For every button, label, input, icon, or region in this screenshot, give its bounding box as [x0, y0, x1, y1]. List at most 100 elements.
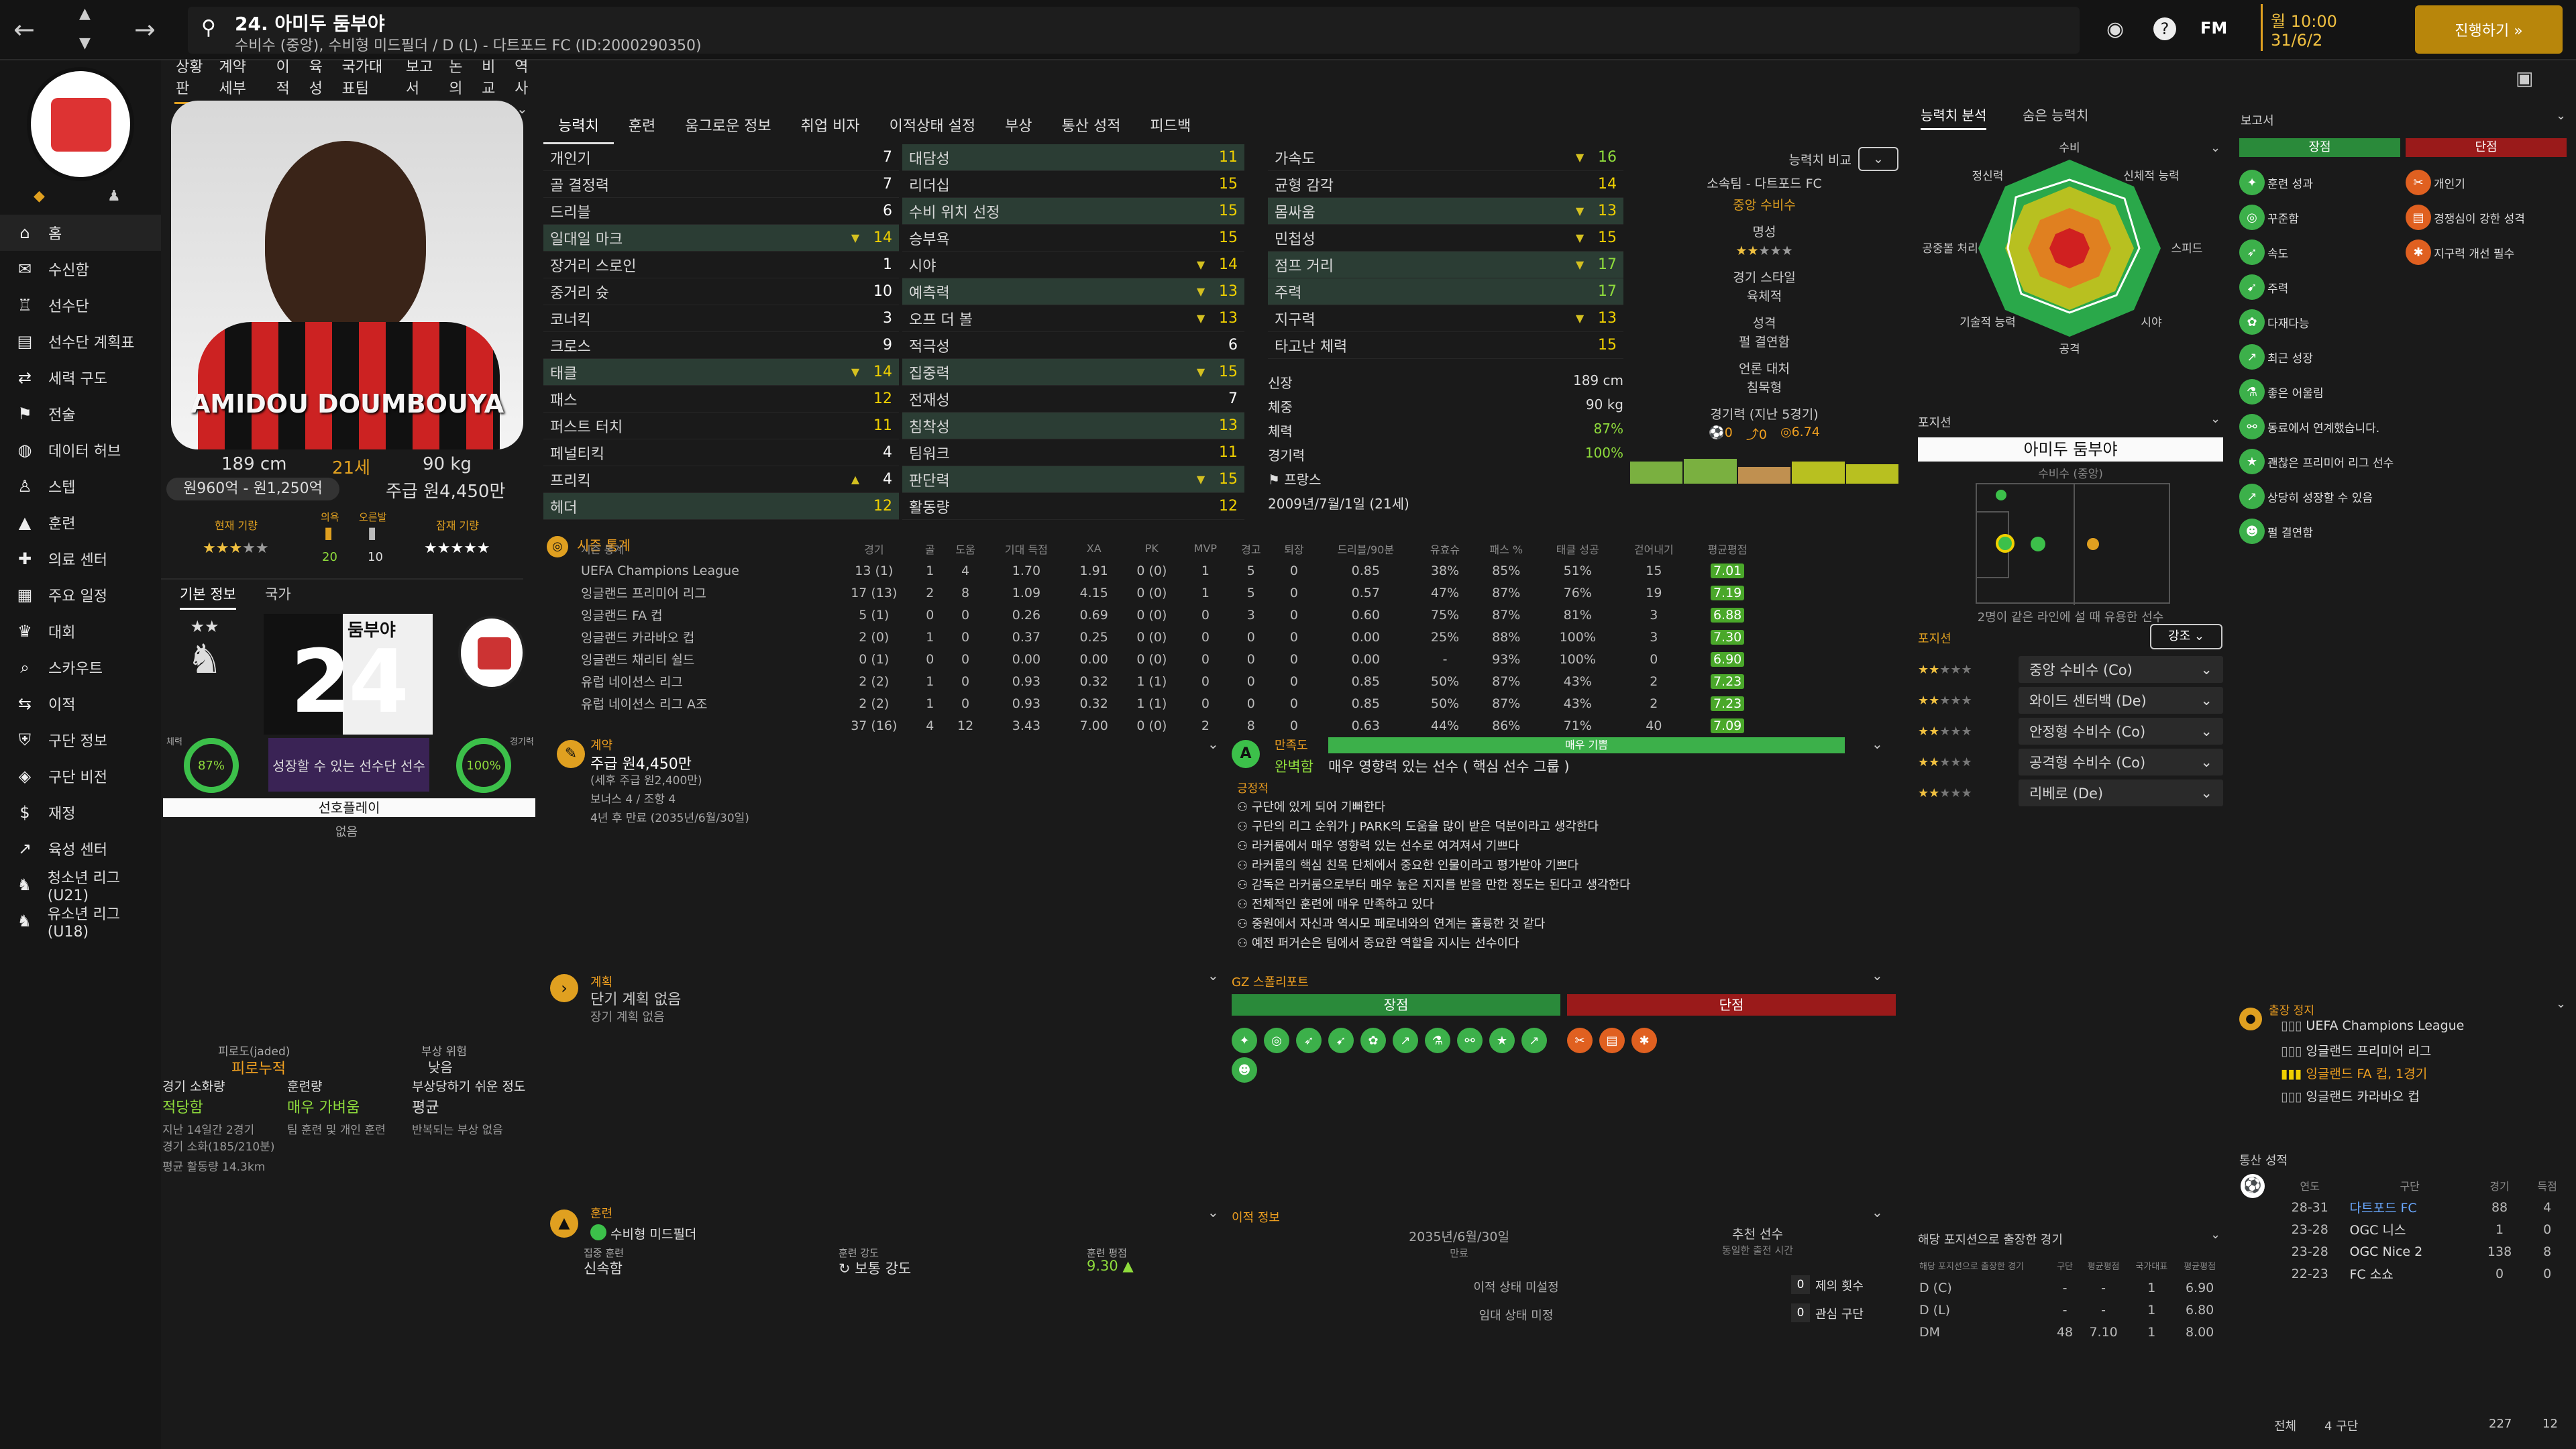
table-row[interactable]: 22-23 FC 소쇼 0 0 — [2274, 1263, 2569, 1285]
nav-item-8[interactable]: ▲ 훈련 — [0, 504, 161, 541]
nav-item-17[interactable]: ↗ 육성 센터 — [0, 830, 161, 867]
attr-row[interactable]: 대담성 11 — [902, 144, 1244, 171]
subnav-item-0[interactable]: 상황판 — [174, 51, 209, 104]
scout-title[interactable]: GZ 스폴리포트 — [1232, 975, 1309, 989]
forward-arrow-icon[interactable]: → — [134, 15, 156, 44]
back-arrow-icon[interactable]: ← — [13, 15, 35, 44]
nav-item-18[interactable]: ♞ 청소년 리그 (U21) — [0, 867, 161, 904]
up-arrow-icon[interactable]: ▲ — [79, 5, 91, 22]
tab-ability-analysis[interactable]: 능력치 분석 — [1921, 105, 1987, 130]
plans-title[interactable]: 계획 — [590, 975, 613, 989]
table-row[interactable]: UEFA Champions League 13 (1) 1 4 1.70 1.91 0 (… — [577, 559, 1764, 582]
nav-item-1[interactable]: ✉ 수신함 — [0, 251, 161, 287]
attr-row[interactable]: 오프 더 볼 ▼ 13 — [902, 305, 1244, 332]
help-icon[interactable]: ? — [2153, 17, 2176, 40]
nav-item-7[interactable]: ♙ 스텝 — [0, 468, 161, 504]
club-badge-icon[interactable]: ◆ — [34, 188, 45, 205]
radar-dropdown-icon[interactable]: ⌄ — [2210, 141, 2221, 155]
happiness-collapse-icon[interactable]: ⌄ — [1872, 736, 1883, 752]
speed-icon[interactable]: ➶ — [1296, 1028, 1322, 1053]
role-row[interactable]: ★★★★★ 리베로 (De) ⌄ — [1918, 778, 2223, 808]
table-row[interactable]: 잉글랜드 프리미어 리그 17 (13) 2 8 1.09 4.15 0 (0) 1 5 0 0.5… — [577, 582, 1764, 604]
attr-row[interactable]: 판단력 ▼ 15 — [902, 466, 1244, 493]
table-row[interactable]: 28-31 다트포드 FC 88 4 — [2274, 1196, 2569, 1218]
fit-icon[interactable]: ⚗ — [1425, 1028, 1450, 1053]
rise-icon[interactable]: ↗ — [1521, 1028, 1547, 1053]
role-select[interactable]: 리베로 (De) ⌄ — [2019, 780, 2223, 806]
plans-collapse-icon[interactable]: ⌄ — [1208, 967, 1219, 983]
pace-icon[interactable]: ➹ — [1328, 1028, 1354, 1053]
scout-collapse-icon[interactable]: ⌄ — [1872, 967, 1883, 983]
attr-row[interactable]: 헤더 12 — [543, 493, 899, 520]
fm-logo[interactable]: FM — [2200, 19, 2228, 38]
attr-row[interactable]: 개인기 7 — [543, 144, 899, 171]
attr-row[interactable]: 태클 ▼ 14 — [543, 359, 899, 386]
subnav-item-7[interactable]: 비교 — [482, 58, 496, 97]
roles-title[interactable]: 포지션 — [1918, 632, 1951, 646]
table-row[interactable]: 잉글랜드 카라바오 컵 2 (0) 1 0 0.37 0.25 0 (0) 0 0 0 0.00 25… — [577, 626, 1764, 648]
attr-tab-7[interactable]: 피드백 — [1150, 118, 1191, 135]
table-row[interactable]: 유럽 네이션스 리그 2 (2) 1 0 0.93 0.32 1 (1) 0 0 0 0.85 50%… — [577, 670, 1764, 692]
nav-item-14[interactable]: ⛨ 구단 정보 — [0, 722, 161, 758]
stamina-icon[interactable]: ✱ — [1631, 1028, 1657, 1053]
nav-item-0[interactable]: ⌂ 홈 — [0, 215, 161, 251]
attr-tab-4[interactable]: 이적상태 설정 — [889, 118, 976, 135]
subnav-item-4[interactable]: 국가대표팀 — [341, 58, 383, 97]
role-select[interactable]: 와이드 센터백 (De) ⌄ — [2019, 687, 2223, 714]
versatility-icon[interactable]: ✿ — [1360, 1028, 1386, 1053]
nav-item-3[interactable]: ▤ 선수단 계획표 — [0, 323, 161, 360]
compare-dropdown[interactable]: ⌄ — [1858, 147, 1898, 171]
table-row[interactable]: 23-28 OGC Nice 2 138 8 — [2274, 1240, 2569, 1263]
nav-item-15[interactable]: ◈ 구단 비전 — [0, 758, 161, 794]
nav-item-11[interactable]: ♛ 대회 — [0, 613, 161, 649]
nav-item-10[interactable]: ▦ 주요 일정 — [0, 577, 161, 613]
club-crest[interactable] — [27, 67, 134, 181]
role-select[interactable]: 공격형 수비수 (Co) ⌄ — [2019, 749, 2223, 775]
attr-row[interactable]: 장거리 스로인 1 — [543, 252, 899, 278]
role-row[interactable]: ★★★★★ 공격형 수비수 (Co) ⌄ — [1918, 747, 2223, 777]
happiness-title[interactable]: 만족도 — [1275, 739, 1308, 753]
attr-row[interactable]: 페널티킥 4 — [543, 439, 899, 466]
nav-item-2[interactable]: ♖ 선수단 — [0, 287, 161, 323]
tab-hidden-ability[interactable]: 숨은 능력치 — [2023, 107, 2089, 123]
season-title[interactable]: 시즌 통계 — [577, 537, 631, 553]
attr-row[interactable]: 프리킥 ▲ 4 — [543, 466, 899, 493]
role-row[interactable]: ★★★★★ 와이드 센터백 (De) ⌄ — [1918, 686, 2223, 715]
attr-row[interactable]: 리더십 15 — [902, 171, 1244, 198]
attr-row[interactable]: 활동량 12 — [902, 493, 1244, 520]
nav-item-19[interactable]: ♞ 유소년 리그 (U18) — [0, 903, 161, 941]
subnav-item-6[interactable]: 논의 — [449, 58, 463, 97]
attr-row[interactable]: 예측력 ▼ 13 — [902, 278, 1244, 305]
table-row[interactable]: 유럽 네이션스 리그 A조 2 (2) 1 0 0.93 0.32 1 (1) 0 0 0 0.85… — [577, 692, 1764, 714]
subnav-item-1[interactable]: 계약 세부 — [219, 58, 246, 97]
training-title[interactable]: 훈련 — [590, 1207, 613, 1221]
growth-icon[interactable]: ↗ — [1393, 1028, 1418, 1053]
attr-row[interactable]: 일대일 마크 ▼ 14 — [543, 225, 899, 252]
attr-tab-1[interactable]: 훈련 — [628, 118, 656, 135]
attr-row[interactable]: 주력 17 — [1268, 278, 1623, 305]
transfer-collapse-icon[interactable]: ⌄ — [1872, 1204, 1883, 1220]
report-collapse-icon[interactable]: ⌄ — [2556, 109, 2567, 123]
continue-button[interactable]: 진행하기 » — [2415, 5, 2563, 54]
nav-item-16[interactable]: $ 재정 — [0, 794, 161, 830]
attr-row[interactable]: 드리블 6 — [543, 198, 899, 225]
attr-row[interactable]: 타고난 체력 15 — [1268, 332, 1623, 359]
attr-row[interactable]: 시야 ▼ 14 — [902, 252, 1244, 278]
attr-row[interactable]: 전재성 7 — [902, 386, 1244, 413]
suspension-collapse-icon[interactable]: ⌄ — [2556, 997, 2567, 1011]
attr-row[interactable]: 집중력 ▼ 15 — [902, 359, 1244, 386]
link-icon[interactable]: ⚯ — [1457, 1028, 1483, 1053]
attr-row[interactable]: 중거리 슛 10 — [543, 278, 899, 305]
attr-tab-5[interactable]: 부상 — [1005, 118, 1032, 135]
attr-row[interactable]: 침착성 13 — [902, 413, 1244, 439]
attr-row[interactable]: 지구력 ▼ 13 — [1268, 305, 1623, 332]
attr-tab-0[interactable]: 능력치 — [543, 107, 614, 144]
contract-title[interactable]: 계약 — [590, 739, 613, 753]
attr-tab-6[interactable]: 통산 성적 — [1061, 118, 1121, 135]
attr-row[interactable]: 적극성 6 — [902, 332, 1244, 359]
subnav-item-8[interactable]: 역사 — [515, 58, 529, 97]
position-dropdown-icon[interactable]: ⌄ — [2210, 412, 2221, 426]
highlight-dropdown[interactable]: 강조 ⌄ — [2150, 624, 2222, 649]
role-row[interactable]: ★★★★★ 안정형 수비수 (Co) ⌄ — [1918, 716, 2223, 746]
attr-tab-3[interactable]: 취업 비자 — [800, 118, 860, 135]
